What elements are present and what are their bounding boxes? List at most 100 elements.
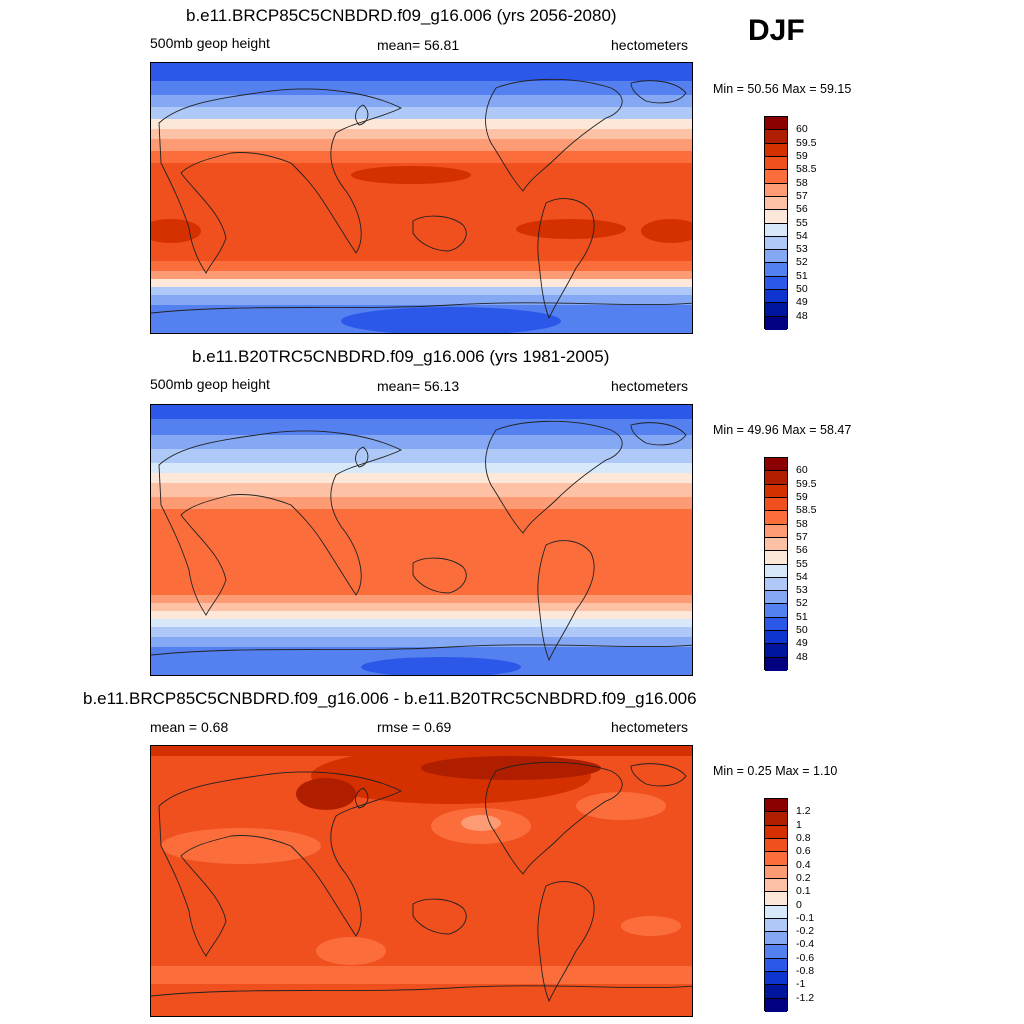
season-label: DJF xyxy=(748,14,805,47)
colorbar-swatch xyxy=(765,484,787,498)
colorbar-swatch xyxy=(765,564,787,578)
colorbar-tick-label: 0.6 xyxy=(796,845,811,858)
colorbar-swatch xyxy=(765,958,787,973)
colorbar-swatch xyxy=(765,799,787,813)
colorbar-tick-label: 58.5 xyxy=(796,504,817,517)
colorbar-tick-label: 58 xyxy=(796,517,808,530)
colorbar-swatch xyxy=(765,932,787,946)
colorbar-swatch xyxy=(765,170,787,184)
colorbar-swatch xyxy=(765,276,787,291)
colorbar-tick-label: 0 xyxy=(796,898,802,911)
colorbar-tick-label: 1 xyxy=(796,818,802,831)
colorbar-tick-label: 57 xyxy=(796,530,808,543)
colorbar-swatch xyxy=(765,143,787,157)
colorbar-tick-label: -0.2 xyxy=(796,925,815,938)
colorbar-swatch xyxy=(765,972,787,986)
panel1-title: b.e11.BRCP85C5CNBDRD.f09_g16.006 (yrs 20… xyxy=(186,6,617,25)
colorbar-swatch xyxy=(765,551,787,565)
panel2-map xyxy=(150,404,693,676)
panel3-colorbar xyxy=(764,798,788,1012)
colorbar-tick-label: 57 xyxy=(796,189,808,202)
colorbar-tick-label: 48 xyxy=(796,309,808,322)
colorbar-swatch xyxy=(765,998,787,1012)
colorbar-swatch xyxy=(765,250,787,264)
colorbar-tick-label: 59.5 xyxy=(796,477,817,490)
colorbar-tick-label: 51 xyxy=(796,269,808,282)
colorbar-tick-label: 52 xyxy=(796,597,808,610)
panel2-colorbar xyxy=(764,457,788,671)
colorbar-swatch xyxy=(765,263,787,277)
panel3-mean-label: mean = 0.68 xyxy=(150,719,229,735)
colorbar-swatch xyxy=(765,918,787,933)
colorbar-tick-label: -0.8 xyxy=(796,965,815,978)
colorbar-tick-label: 0.8 xyxy=(796,831,811,844)
colorbar-swatch xyxy=(765,644,787,658)
colorbar-swatch xyxy=(765,985,787,999)
colorbar-swatch xyxy=(765,290,787,304)
panel1-left-label: 500mb geop height xyxy=(150,35,270,51)
colorbar-swatch xyxy=(765,156,787,171)
colorbar-tick-label: 56 xyxy=(796,203,808,216)
colorbar-tick-label: 54 xyxy=(796,229,808,242)
colorbar-swatch xyxy=(765,892,787,906)
colorbar-tick-label: 56 xyxy=(796,544,808,557)
colorbar-swatch xyxy=(765,196,787,211)
colorbar-tick-label: 49 xyxy=(796,296,808,309)
colorbar-tick-label: 52 xyxy=(796,256,808,269)
colorbar-tick-label: 0.1 xyxy=(796,885,811,898)
colorbar-swatch xyxy=(765,631,787,645)
colorbar-swatch xyxy=(765,838,787,853)
colorbar-tick-label: 53 xyxy=(796,243,808,256)
colorbar-swatch xyxy=(765,236,787,251)
colorbar-tick-label: 50 xyxy=(796,624,808,637)
panel1-mean-label: mean= 56.81 xyxy=(377,37,460,53)
colorbar-tick-label: -0.4 xyxy=(796,938,815,951)
colorbar-swatch xyxy=(765,183,787,197)
panel3-title: b.e11.BRCP85C5CNBDRD.f09_g16.006 - b.e11… xyxy=(83,689,697,708)
colorbar-tick-label: 0.2 xyxy=(796,871,811,884)
colorbar-tick-label: 50 xyxy=(796,283,808,296)
colorbar-swatch xyxy=(765,945,787,959)
panel2-units-label: hectometers xyxy=(611,378,689,394)
colorbar-tick-label: 53 xyxy=(796,584,808,597)
colorbar-swatch xyxy=(765,524,787,538)
colorbar-swatch xyxy=(765,617,787,632)
panel2-title: b.e11.B20TRC5CNBDRD.f09_g16.006 (yrs 198… xyxy=(192,347,610,366)
colorbar-swatch xyxy=(765,865,787,879)
colorbar-tick-label: 60 xyxy=(796,464,808,477)
colorbar-swatch xyxy=(765,303,787,317)
colorbar-tick-label: -0.1 xyxy=(796,911,815,924)
colorbar-tick-label: 55 xyxy=(796,557,808,570)
panel3-rmse-label: rmse = 0.69 xyxy=(377,719,452,735)
panel1-map xyxy=(150,62,693,334)
colorbar-swatch xyxy=(765,117,787,131)
colorbar-swatch xyxy=(765,316,787,330)
panel2-mean-label: mean= 56.13 xyxy=(377,378,460,394)
panel1-colorbar xyxy=(764,116,788,330)
panel3-map xyxy=(150,745,693,1017)
colorbar-tick-label: 58 xyxy=(796,176,808,189)
colorbar-tick-label: 49 xyxy=(796,637,808,650)
panel1-units-label: hectometers xyxy=(611,37,689,53)
colorbar-swatch xyxy=(765,458,787,472)
colorbar-swatch xyxy=(765,852,787,866)
panel2-left-label: 500mb geop height xyxy=(150,376,270,392)
colorbar-tick-label: -0.6 xyxy=(796,951,815,964)
colorbar-tick-label: 51 xyxy=(796,610,808,623)
colorbar-swatch xyxy=(765,591,787,605)
colorbar-swatch xyxy=(765,577,787,592)
colorbar-tick-label: 59 xyxy=(796,149,808,162)
panel2-minmax: Min = 49.96 Max = 58.47 xyxy=(713,423,852,437)
panel3-units-label: hectometers xyxy=(611,719,689,735)
colorbar-tick-label: 55 xyxy=(796,216,808,229)
colorbar-tick-label: 54 xyxy=(796,570,808,583)
colorbar-swatch xyxy=(765,825,787,839)
colorbar-tick-label: -1.2 xyxy=(796,991,815,1004)
colorbar-swatch xyxy=(765,604,787,618)
colorbar-swatch xyxy=(765,511,787,525)
colorbar-tick-label: 58.5 xyxy=(796,163,817,176)
panel1-minmax: Min = 50.56 Max = 59.15 xyxy=(713,82,852,96)
colorbar-tick-label: 59 xyxy=(796,490,808,503)
colorbar-swatch xyxy=(765,537,787,552)
colorbar-swatch xyxy=(765,878,787,893)
